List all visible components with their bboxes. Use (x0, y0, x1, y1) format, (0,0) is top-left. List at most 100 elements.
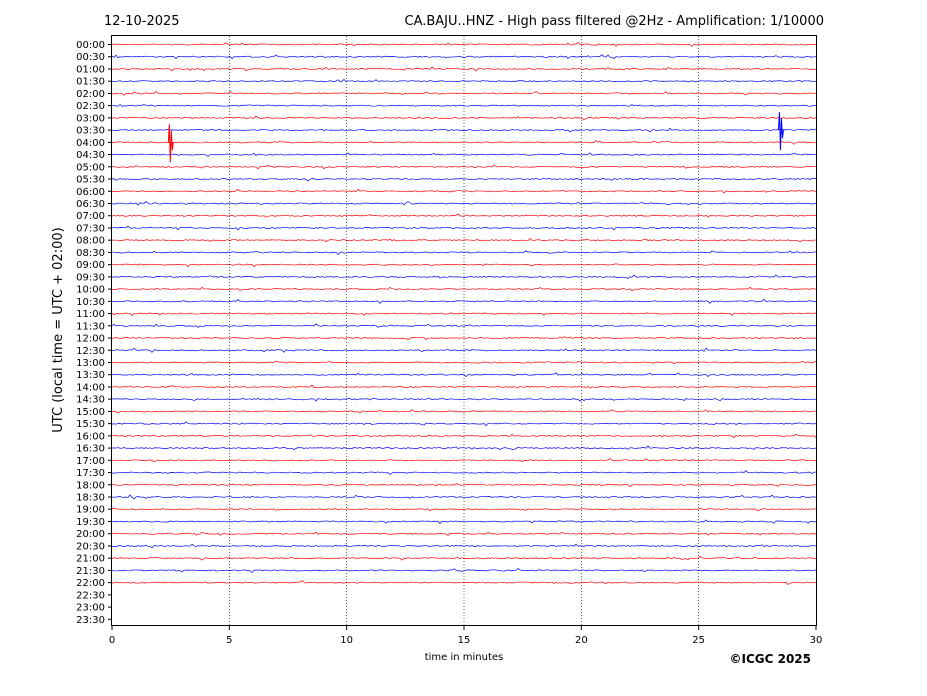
trace-0800 (111, 238, 817, 243)
y-tick-label: 08:00 (76, 236, 105, 247)
y-tick-label: 11:30 (76, 321, 105, 332)
trace-0100 (111, 66, 817, 72)
trace-1400 (111, 384, 817, 389)
trace-0230 (111, 103, 817, 107)
trace-0630 (111, 201, 817, 206)
trace-0000 (111, 41, 817, 48)
y-tick-label: 18:00 (76, 480, 105, 491)
seismic-traces (111, 41, 817, 585)
y-tick-label: 16:30 (76, 444, 105, 455)
y-tick-label: 13:30 (76, 370, 105, 381)
x-tick-label: 10 (340, 635, 353, 646)
x-axis-ticks: 0 5 10 15 20 25 30 (109, 626, 822, 646)
trace-1800 (111, 483, 817, 488)
y-tick-label: 22:30 (76, 590, 105, 601)
y-tick-label: 10:00 (76, 285, 105, 296)
y-tick-label: 17:30 (76, 468, 105, 479)
x-axis-label: time in minutes (425, 652, 504, 663)
trace-0030 (111, 54, 817, 60)
trace-1630 (111, 445, 817, 451)
y-tick-label: 12:30 (76, 346, 105, 357)
trace-1200 (111, 336, 817, 341)
y-tick-label: 17:00 (76, 456, 105, 467)
y-tick-label: 18:30 (76, 493, 105, 504)
y-tick-label: 02:00 (76, 89, 105, 100)
y-tick-label: 23:00 (76, 603, 105, 614)
x-tick-label: 0 (109, 635, 115, 646)
trace-1000 (111, 286, 817, 292)
trace-0430 (111, 152, 817, 157)
y-tick-label: 22:00 (76, 578, 105, 589)
event-spike (777, 112, 784, 151)
trace-0830 (111, 250, 817, 255)
copyright-label: ©ICGC 2025 (729, 652, 811, 666)
trace-1530 (111, 421, 817, 427)
plot-area (111, 35, 817, 626)
x-tick-label: 25 (692, 635, 705, 646)
x-tick-label: 5 (226, 635, 232, 646)
y-tick-label: 15:00 (76, 407, 105, 418)
trace-0700 (111, 213, 817, 218)
trace-1300 (111, 360, 817, 365)
trace-1130 (111, 323, 817, 328)
trace-2000 (111, 531, 817, 537)
y-tick-label: 07:30 (76, 223, 105, 234)
y-tick-label: 00:30 (76, 52, 105, 63)
trace-1030 (111, 298, 817, 304)
y-tick-label: 12:00 (76, 334, 105, 345)
y-tick-label: 01:30 (76, 77, 105, 88)
trace-1730 (111, 470, 817, 475)
y-tick-label: 20:00 (76, 529, 105, 540)
chart-date: 12-10-2025 (104, 14, 180, 29)
trace-1930 (111, 519, 817, 525)
y-tick-label: 11:00 (76, 309, 105, 320)
trace-0330 (111, 127, 817, 133)
trace-0730 (111, 225, 817, 231)
x-tick-label: 20 (575, 635, 588, 646)
y-tick-label: 07:00 (76, 211, 105, 222)
y-tick-label: 19:00 (76, 505, 105, 516)
trace-1700 (111, 457, 817, 463)
y-tick-label: 00:00 (76, 40, 105, 51)
trace-1500 (111, 409, 817, 414)
trace-2130 (111, 568, 817, 573)
y-tick-label: 10:30 (76, 297, 105, 308)
trace-0130 (111, 78, 817, 83)
trace-0300 (111, 115, 817, 121)
y-tick-label: 13:00 (76, 358, 105, 369)
chart-title: CA.BAJU..HNZ - High pass filtered @2Hz -… (405, 14, 825, 29)
trace-1900 (111, 507, 817, 512)
y-tick-label: 02:30 (76, 101, 105, 112)
y-tick-label: 05:30 (76, 175, 105, 186)
y-tick-label: 23:30 (76, 615, 105, 626)
trace-0900 (111, 263, 817, 268)
trace-1100 (111, 312, 817, 316)
trace-1600 (111, 433, 817, 439)
y-tick-label: 21:00 (76, 554, 105, 565)
trace-0500 (111, 164, 817, 170)
trace-1830 (111, 494, 817, 500)
y-tick-label: 21:30 (76, 566, 105, 577)
trace-0400 (111, 140, 817, 145)
trace-2200 (111, 580, 817, 585)
y-tick-label: 09:00 (76, 260, 105, 271)
y-tick-label: 05:00 (76, 162, 105, 173)
y-tick-label: 14:00 (76, 382, 105, 393)
trace-0930 (111, 274, 817, 279)
trace-1230 (111, 347, 817, 353)
trace-2030 (111, 543, 817, 549)
y-tick-label: 16:00 (76, 431, 105, 442)
y-tick-label: 08:30 (76, 248, 105, 259)
y-tick-label: 03:30 (76, 126, 105, 137)
y-tick-label: 04:30 (76, 150, 105, 161)
trace-1430 (111, 397, 817, 402)
trace-1330 (111, 372, 817, 378)
y-tick-label: 06:30 (76, 199, 105, 210)
trace-2100 (111, 555, 817, 561)
y-tick-label: 20:30 (76, 541, 105, 552)
trace-0600 (111, 188, 817, 194)
y-tick-label: 03:00 (76, 113, 105, 124)
y-axis-label: UTC (local time = UTC + 02:00) (51, 227, 66, 432)
